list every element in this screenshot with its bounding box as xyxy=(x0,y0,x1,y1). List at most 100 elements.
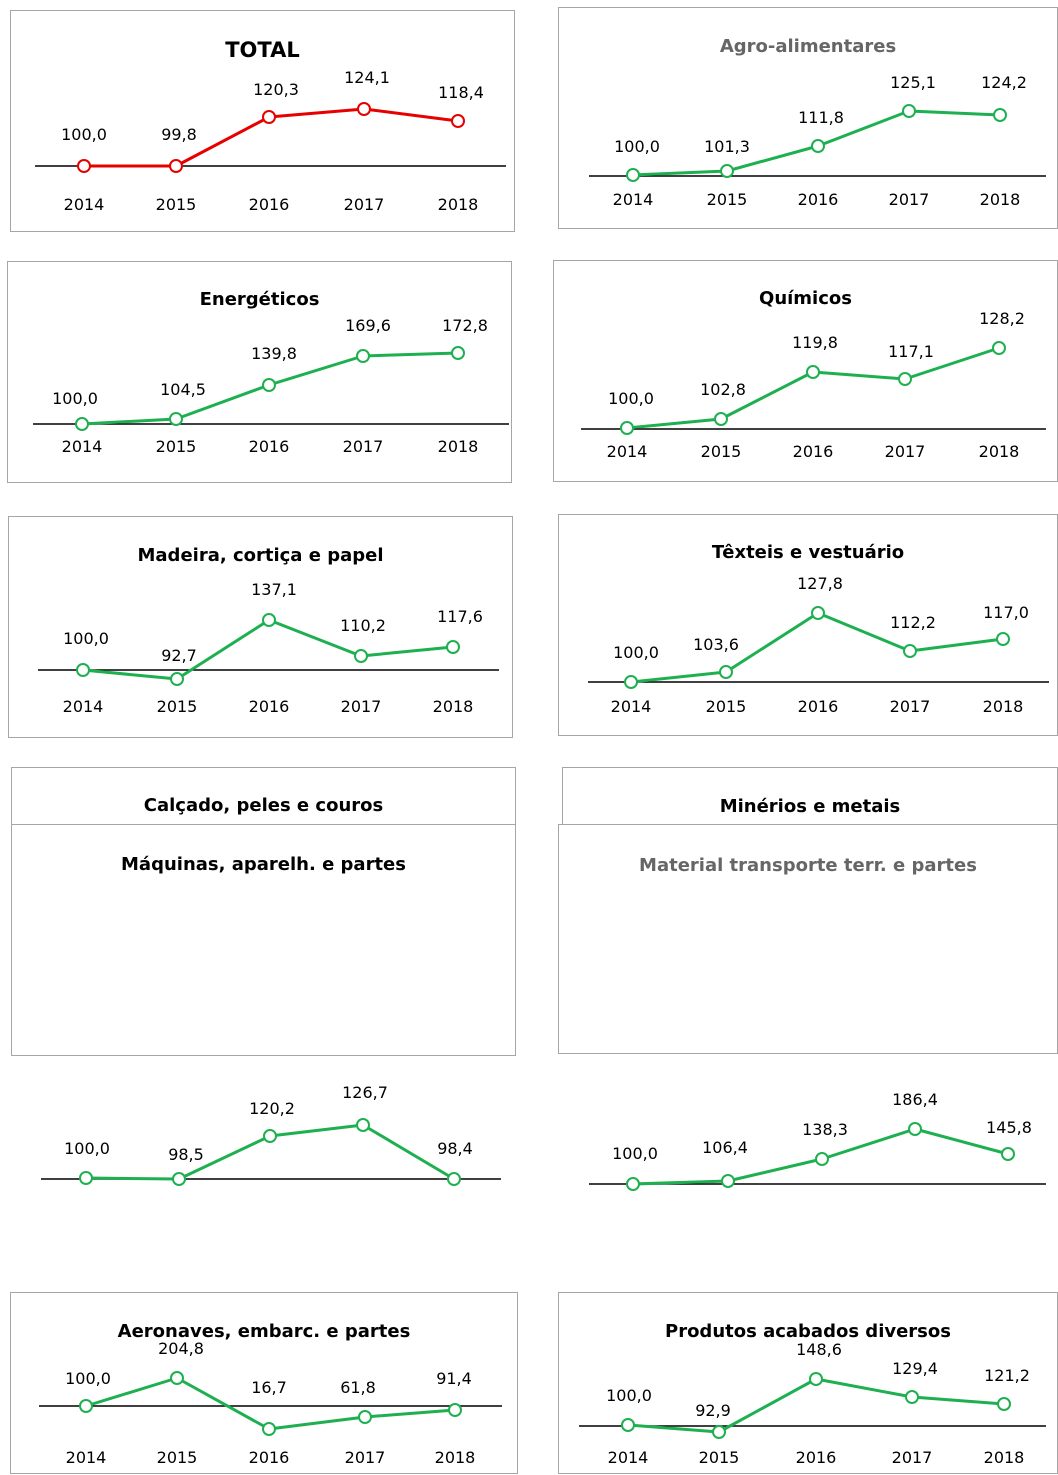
x-tick-label: 2014 xyxy=(611,697,652,716)
x-tick-label: 2016 xyxy=(249,437,290,456)
x-tick-label: 2014 xyxy=(608,1448,649,1467)
data-label: 120,3 xyxy=(253,80,299,99)
data-label: 99,8 xyxy=(161,125,197,144)
data-point xyxy=(169,412,183,426)
data-point xyxy=(712,1425,726,1439)
data-point xyxy=(905,1390,919,1404)
data-label: 117,6 xyxy=(437,607,483,626)
data-label: 124,1 xyxy=(344,68,390,87)
chart-title: Material transporte terr. e partes xyxy=(639,855,977,876)
x-tick-label: 2017 xyxy=(343,437,384,456)
series-line xyxy=(626,346,1000,430)
chart-panel: Agro-alimentares 100,0 101,3 111,8 125,1 124,… xyxy=(558,7,1058,229)
x-tick-label: 2017 xyxy=(344,195,385,214)
data-label: 100,0 xyxy=(64,1139,110,1158)
data-label: 112,2 xyxy=(890,613,936,632)
data-point xyxy=(262,1422,276,1436)
data-label: 126,7 xyxy=(342,1083,388,1102)
chart-svg: 100,0 103,6 127,8 112,2 117,0 2014 2015 2016 201… xyxy=(588,574,1049,716)
data-label: 129,4 xyxy=(892,1359,938,1378)
chart-svg: 100,098,5120,2126,798,420142015201620172… xyxy=(41,1083,501,1361)
data-label: 121,2 xyxy=(984,1366,1030,1385)
data-label: 92,7 xyxy=(161,646,197,665)
x-tick-label: 2015 xyxy=(701,442,742,461)
data-point xyxy=(811,606,825,620)
data-label: 103,6 xyxy=(693,635,739,654)
chart-panel: Produtos acabados diversos 100,0 92,9 148,6… xyxy=(558,1292,1058,1474)
data-point xyxy=(993,108,1007,122)
chart-panel: Energéticos 100,0 104,5 139,8 169,6 172,8 2014… xyxy=(7,261,512,483)
data-label: 100,0 xyxy=(52,389,98,408)
chart-title: Energéticos xyxy=(199,289,320,310)
x-tick-label: 2016 xyxy=(249,195,290,214)
data-point xyxy=(354,649,368,663)
chart-svg: 100,0 99,8 120,3 124,1 118,4 2014 2015 2016 2017… xyxy=(35,68,506,214)
data-point xyxy=(903,644,917,658)
x-tick-label: 2016 xyxy=(796,1448,837,1467)
data-point xyxy=(358,1410,372,1424)
data-label: 145,8 xyxy=(986,1118,1032,1137)
data-label: 125,1 xyxy=(890,73,936,92)
x-tick-label: 2014 xyxy=(607,442,648,461)
data-label: 117,0 xyxy=(983,603,1029,622)
data-point xyxy=(908,1122,922,1136)
series-line xyxy=(630,611,1004,684)
data-label: 119,8 xyxy=(792,333,838,352)
x-tick-label: 2015 xyxy=(706,697,747,716)
data-label: 186,4 xyxy=(892,1090,938,1109)
chart-title: Agro-alimentares xyxy=(719,36,897,57)
data-point xyxy=(263,1129,277,1143)
x-tick-label: 2014 xyxy=(64,195,105,214)
series-line xyxy=(627,1377,1005,1434)
data-label: 127,8 xyxy=(797,574,843,593)
data-point xyxy=(172,1172,186,1186)
data-point xyxy=(170,1371,184,1385)
data-point xyxy=(811,139,825,153)
data-label: 98,4 xyxy=(437,1139,473,1158)
data-label: 172,8 xyxy=(442,316,488,335)
data-point xyxy=(720,164,734,178)
x-tick-label: 2018 xyxy=(438,195,479,214)
chart-panel: Têxteis e vestuário 100,0 103,6 127,8 112,2 1… xyxy=(558,514,1058,736)
data-point xyxy=(76,663,90,677)
x-tick-label: 2016 xyxy=(249,1448,290,1467)
data-point xyxy=(997,1397,1011,1411)
data-label: 100,0 xyxy=(613,643,659,662)
data-label: 100,0 xyxy=(608,389,654,408)
x-tick-label: 2018 xyxy=(983,697,1024,716)
data-point xyxy=(447,1172,461,1186)
x-tick-label: 2016 xyxy=(793,442,834,461)
data-label: 61,8 xyxy=(340,1378,376,1397)
data-label: 100,0 xyxy=(61,125,107,144)
data-point xyxy=(169,159,183,173)
data-point xyxy=(624,675,638,689)
data-point xyxy=(626,1177,640,1191)
data-point xyxy=(898,372,912,386)
data-label: 16,7 xyxy=(251,1378,287,1397)
x-tick-label: 2017 xyxy=(885,442,926,461)
data-point xyxy=(446,640,460,654)
data-point xyxy=(902,104,916,118)
x-tick-label: 2018 xyxy=(438,437,479,456)
chart-title: Calçado, peles e couros xyxy=(143,795,384,816)
data-label: 91,4 xyxy=(436,1369,472,1388)
data-label: 138,3 xyxy=(802,1120,848,1139)
data-label: 98,5 xyxy=(168,1145,204,1164)
x-tick-label: 2015 xyxy=(699,1448,740,1467)
x-tick-label: 2015 xyxy=(156,437,197,456)
data-label: 111,8 xyxy=(798,108,844,127)
chart-panel: Químicos 100,0 102,8 119,8 117,1 128,2 2014 201… xyxy=(553,260,1058,482)
data-point xyxy=(806,365,820,379)
chart-svg: 100,0 92,7 137,1 110,2 117,6 2014 2015 2016 2017… xyxy=(38,580,499,716)
data-label: 110,2 xyxy=(340,616,386,635)
data-point xyxy=(719,665,733,679)
chart-svg: 100,0 104,5 139,8 169,6 172,8 2014 2015 2016 201… xyxy=(33,316,509,456)
x-tick-label: 2015 xyxy=(157,1448,198,1467)
data-point xyxy=(170,672,184,686)
x-tick-label: 2018 xyxy=(979,442,1020,461)
x-tick-label: 2015 xyxy=(157,697,198,716)
data-point xyxy=(451,346,465,360)
chart-title: Produtos acabados diversos xyxy=(665,1321,951,1342)
x-tick-label: 2018 xyxy=(980,190,1021,209)
chart-title: Aeronaves, embarc. e partes xyxy=(117,1321,411,1342)
